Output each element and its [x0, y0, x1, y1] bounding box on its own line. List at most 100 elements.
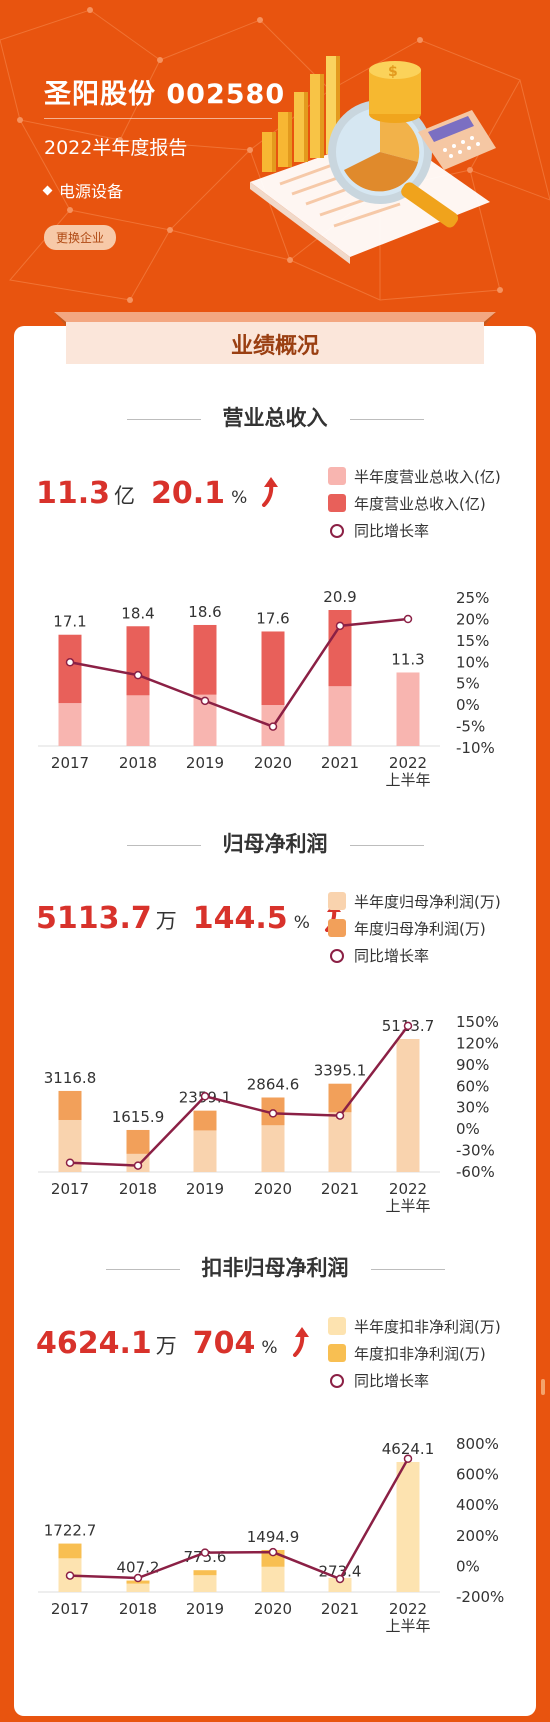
- x-tick-label: 2022: [389, 1600, 427, 1618]
- x-tick-label: 2019: [186, 1180, 224, 1198]
- section-title-text: 归母净利润: [222, 832, 328, 856]
- revenue-legend: 半年度营业总收入(亿) 年度营业总收入(亿) 同比增长率: [328, 466, 501, 547]
- hero-banner: 圣阳股份 002580 2022半年度报告 电源设备 更换企业: [0, 0, 550, 320]
- legend-swatch: [328, 494, 346, 512]
- half-year-bar: [261, 1125, 285, 1172]
- growth-point: [200, 1548, 210, 1557]
- x-tick-label: 2021: [321, 1180, 359, 1198]
- y-right-tick-label: 600%: [456, 1466, 499, 1484]
- kpi-value: 11.3: [36, 476, 111, 511]
- net-profit-chart: 3116.820171615.920182359.120192864.62020…: [38, 1013, 499, 1215]
- svg-text:$: $: [388, 64, 398, 80]
- y-right-tick-label: 10%: [456, 653, 489, 671]
- y-right-tick-label: 200%: [456, 1527, 499, 1545]
- half-year-bar: [58, 703, 82, 746]
- x-tick-label: 2021: [321, 1600, 359, 1618]
- growth-point: [268, 1547, 278, 1557]
- y-right-tick-label: 0%: [456, 1557, 480, 1575]
- x-tick-label: 2017: [51, 754, 89, 772]
- half-year-bar: [328, 686, 352, 746]
- kpi-pct: %: [261, 1338, 278, 1358]
- title-divider: [44, 118, 272, 119]
- deducted-profit-legend: 半年度扣非净利润(万) 年度扣非净利润(万) 同比增长率: [328, 1316, 501, 1397]
- data-label: 4624.1: [382, 1440, 435, 1458]
- legend-ring-icon: [330, 949, 344, 963]
- legend-swatch: [328, 467, 346, 485]
- x-tick-label: 2022: [389, 754, 427, 772]
- y-right-tick-label: 90%: [456, 1056, 489, 1074]
- y-right-tick-label: 25%: [456, 590, 489, 607]
- overview-title: 业绩概况: [230, 334, 319, 359]
- performance-card: [14, 326, 536, 1716]
- x-tick-label: 2019: [186, 754, 224, 772]
- y-right-tick-label: -30%: [456, 1142, 495, 1160]
- half-year-bar: [126, 695, 150, 746]
- y-right-tick-label: 400%: [456, 1496, 499, 1514]
- y-right-tick-label: 800%: [456, 1435, 499, 1453]
- growth-point: [335, 1574, 345, 1584]
- legend-swatch: [328, 1317, 346, 1335]
- data-label: 3116.8: [44, 1069, 97, 1087]
- legend-item: 半年度归母净利润(万): [328, 891, 501, 918]
- data-label: 17.6: [256, 609, 289, 627]
- report-title: 2022半年度报告: [44, 137, 188, 159]
- half-year-bar: [328, 1112, 352, 1172]
- growth-point: [403, 1021, 413, 1031]
- industry-tag: 电源设备: [42, 178, 123, 202]
- growth-point: [268, 1109, 278, 1118]
- growth-line: [69, 1458, 410, 1581]
- x-tick-label: 2018: [119, 754, 157, 772]
- legend-label: 半年度扣非净利润(万): [354, 1318, 501, 1336]
- half-year-bar: [193, 694, 217, 746]
- half-year-bar: [396, 1039, 420, 1172]
- legend-label: 同比增长率: [354, 522, 430, 540]
- legend-label: 同比增长率: [354, 947, 430, 965]
- x-tick-label: 2017: [51, 1180, 89, 1198]
- network-pattern: [0, 7, 550, 303]
- legend-ring-icon: [330, 1374, 344, 1388]
- half-year-bar: [261, 1566, 285, 1592]
- data-label: 11.3: [391, 650, 424, 668]
- legend-item: 同比增长率: [328, 1370, 501, 1397]
- growth-point: [200, 1092, 210, 1101]
- y-right-tick-label: 15%: [456, 632, 489, 650]
- growth-point: [133, 670, 143, 680]
- legend-label: 半年度归母净利润(万): [354, 893, 501, 911]
- y-right-tick-label: 150%: [456, 1013, 499, 1031]
- legend-item: 同比增长率: [328, 945, 501, 972]
- kpi-growth: 704: [192, 1326, 256, 1361]
- title-rule: [105, 1268, 180, 1270]
- x-tick-label: 2019: [186, 1600, 224, 1618]
- arrow-up-icon: [292, 1327, 309, 1357]
- net-profit-legend: 半年度归母净利润(万) 年度归母净利润(万) 同比增长率: [328, 891, 501, 972]
- data-label: 1615.9: [112, 1108, 165, 1126]
- half-year-bar: [396, 1462, 420, 1592]
- legend-label: 年度归母净利润(万): [354, 920, 486, 938]
- kpi-growth: 144.5: [192, 901, 288, 936]
- kpi-value: 5113.7: [36, 901, 152, 936]
- switch-company-button[interactable]: 更换企业: [44, 225, 117, 250]
- growth-point: [403, 614, 413, 624]
- legend-item: 同比增长率: [328, 520, 501, 547]
- x-tick-label: 上半年: [385, 1617, 430, 1635]
- legend-item: 半年度扣非净利润(万): [328, 1316, 501, 1343]
- legend-label: 年度营业总收入(亿): [354, 495, 486, 513]
- report-illustration: $: [250, 56, 496, 264]
- growth-point: [133, 1161, 143, 1170]
- section-title-text: 营业总收入: [222, 406, 328, 430]
- x-tick-label: 2020: [254, 754, 292, 772]
- data-label: 18.4: [121, 604, 154, 622]
- kpi-unit: 万: [155, 909, 177, 933]
- x-tick-label: 2018: [119, 1180, 157, 1198]
- data-label: 17.1: [53, 613, 86, 631]
- section-title-revenue: 营业总收入: [0, 402, 550, 432]
- half-year-bar: [396, 672, 420, 746]
- legend-label: 同比增长率: [354, 1372, 430, 1390]
- scroll-indicator[interactable]: [541, 1379, 545, 1395]
- kpi-pct: %: [293, 913, 310, 933]
- half-year-bar: [126, 1583, 150, 1592]
- kpi-pct: %: [231, 488, 248, 508]
- legend-swatch: [328, 1344, 346, 1362]
- y-right-tick-label: 0%: [456, 696, 480, 714]
- legend-label: 半年度营业总收入(亿): [354, 468, 501, 486]
